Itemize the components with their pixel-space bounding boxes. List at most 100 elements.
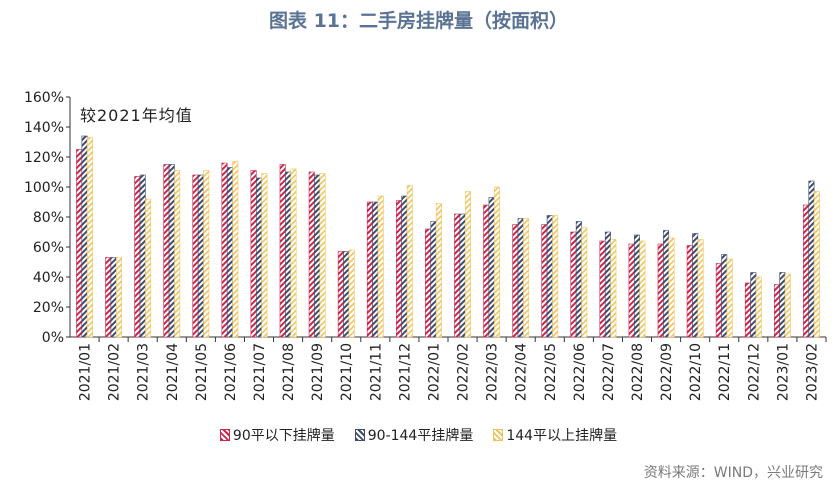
- x-tick-label: 2022/01: [426, 343, 442, 401]
- x-tick-label: 2021/05: [194, 343, 210, 401]
- bar-2021-09-series-1: [314, 174, 321, 338]
- bar-2021-09-series-0: [308, 171, 315, 338]
- bar-2022-02-series-1: [459, 213, 466, 338]
- bar-2022-08-series-0: [628, 243, 635, 338]
- bar-2022-01-series-0: [425, 228, 432, 338]
- bar-2022-10-series-0: [686, 245, 693, 338]
- x-tick-label: 2021/09: [310, 343, 326, 401]
- bar-2021-11-series-1: [372, 201, 379, 338]
- x-tick-label: 2022/03: [485, 343, 501, 401]
- y-tick-label: 100%: [24, 180, 64, 196]
- bar-2022-01-series-2: [435, 203, 442, 338]
- bar-2022-05-series-0: [541, 224, 548, 338]
- bar-2023-01-series-0: [773, 284, 780, 338]
- bar-2022-06-series-0: [570, 231, 577, 338]
- bar-2022-12-series-2: [755, 276, 762, 338]
- bar-2021-12-series-2: [406, 185, 413, 338]
- x-tick-label: 2022/10: [688, 343, 704, 401]
- bar-2021-04-series-2: [174, 170, 181, 338]
- bar-2022-02-series-2: [464, 191, 471, 338]
- x-tick-label: 2021/04: [165, 343, 181, 401]
- bar-2021-11-series-2: [377, 195, 384, 338]
- bar-2022-09-series-0: [657, 243, 664, 338]
- bar-2021-01-series-2: [86, 137, 93, 338]
- bar-2021-07-series-2: [261, 173, 268, 338]
- bar-2021-02-series-2: [116, 257, 123, 338]
- bar-2021-03-series-2: [145, 198, 152, 338]
- x-tick-label: 2021/10: [339, 343, 355, 401]
- bar-2022-12-series-0: [744, 282, 751, 338]
- bar-2021-02-series-0: [105, 257, 112, 338]
- bar-2022-06-series-1: [575, 221, 582, 338]
- x-tick-label: 2021/03: [136, 343, 152, 401]
- bar-2022-09-series-1: [663, 230, 670, 338]
- x-tick-label: 2021/11: [368, 343, 384, 401]
- chart-title: 图表 11：二手房挂牌量（按面积）: [268, 10, 569, 32]
- bar-2022-07-series-0: [599, 240, 606, 338]
- legend-label-90-144: 90-144平挂牌量: [367, 428, 474, 444]
- bar-2022-07-series-1: [604, 231, 611, 338]
- bar-2023-02-series-2: [813, 191, 820, 338]
- bar-2021-06-series-1: [226, 167, 233, 338]
- y-tick-label: 60%: [33, 240, 64, 256]
- bar-2021-07-series-1: [255, 177, 262, 338]
- bar-2021-05-series-2: [203, 170, 210, 338]
- legend-item-under-90: 90平以下挂牌量: [219, 425, 335, 445]
- bar-2022-11-series-0: [715, 263, 722, 338]
- legend-swatch-under-90: [219, 429, 230, 441]
- bar-2022-08-series-2: [639, 240, 646, 338]
- bar-2021-01-series-0: [76, 149, 83, 338]
- bar-2022-05-series-1: [546, 215, 553, 338]
- bar-2023-01-series-2: [784, 273, 791, 338]
- x-tick-label: 2021/02: [107, 343, 123, 401]
- x-tick-label: 2022/09: [659, 343, 675, 401]
- bar-2021-04-series-1: [168, 164, 175, 338]
- bar-2021-05-series-0: [192, 174, 199, 338]
- x-tick-label: 2023/01: [775, 343, 791, 401]
- bar-2021-08-series-2: [290, 168, 297, 338]
- y-tick-label: 80%: [33, 210, 64, 226]
- legend-label-under-90: 90平以下挂牌量: [232, 428, 335, 444]
- bar-2022-09-series-2: [668, 237, 675, 338]
- bar-2021-10-series-0: [337, 251, 344, 338]
- x-tick-label: 2023/02: [804, 343, 820, 401]
- bar-2021-08-series-0: [279, 164, 286, 338]
- bar-2022-10-series-2: [697, 239, 704, 338]
- x-tick-label: 2022/05: [543, 343, 559, 401]
- bar-2021-11-series-0: [366, 201, 373, 338]
- bar-2021-10-series-2: [348, 249, 355, 338]
- x-tick-label: 2022/12: [746, 343, 762, 401]
- legend-item-over-144: 144平以上挂牌量: [493, 425, 617, 445]
- bar-2022-02-series-0: [454, 213, 461, 338]
- bar-2022-03-series-1: [488, 197, 495, 338]
- bar-2022-11-series-2: [726, 258, 733, 338]
- y-tick-label: 40%: [33, 270, 64, 286]
- bar-2021-08-series-1: [285, 171, 292, 338]
- bar-2021-12-series-0: [395, 200, 402, 338]
- bar-2022-06-series-2: [581, 227, 588, 338]
- x-tick-label: 2022/08: [630, 343, 646, 401]
- bar-2021-06-series-2: [232, 161, 239, 338]
- x-tick-label: 2022/04: [514, 343, 530, 401]
- bar-2021-04-series-0: [163, 164, 170, 338]
- bar-2022-12-series-1: [750, 272, 757, 338]
- x-tick-label: 2021/12: [397, 343, 413, 401]
- y-tick-label: 20%: [33, 300, 64, 316]
- legend-swatch-90-144: [354, 429, 365, 441]
- bar-2022-05-series-2: [552, 215, 559, 338]
- bar-2022-04-series-0: [512, 224, 519, 338]
- bar-2021-03-series-0: [134, 176, 141, 338]
- y-tick-label: 120%: [24, 150, 64, 166]
- x-tick-label: 2021/07: [252, 343, 268, 401]
- legend-label-over-144: 144平以上挂牌量: [506, 428, 618, 444]
- bar-2023-02-series-1: [808, 180, 815, 338]
- y-tick-label: 160%: [24, 90, 64, 106]
- x-tick-label: 2021/06: [223, 343, 239, 401]
- bar-2021-12-series-1: [401, 195, 408, 338]
- bar-2022-07-series-2: [610, 239, 617, 338]
- y-tick-label: 0%: [42, 330, 64, 346]
- bar-2021-02-series-1: [110, 257, 117, 338]
- bar-2021-01-series-1: [81, 135, 88, 338]
- bar-2022-03-series-0: [483, 204, 490, 338]
